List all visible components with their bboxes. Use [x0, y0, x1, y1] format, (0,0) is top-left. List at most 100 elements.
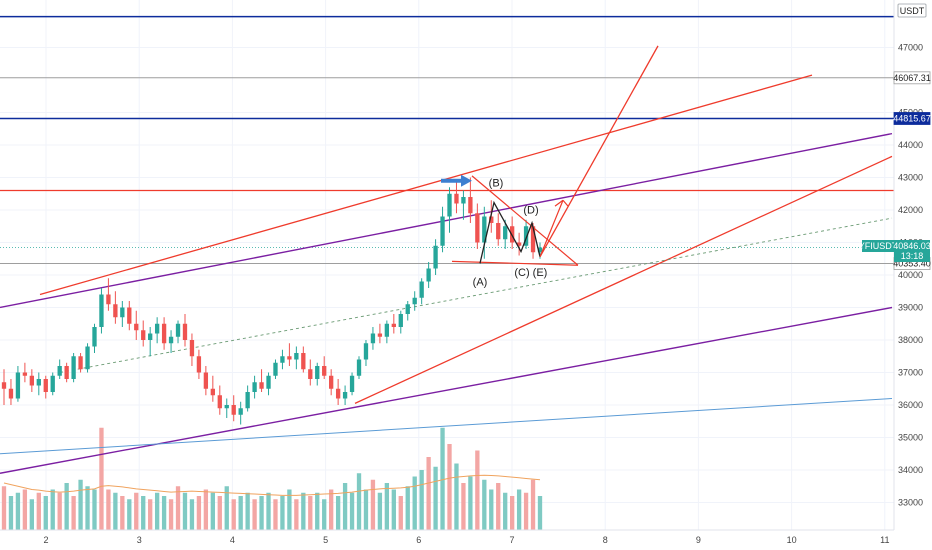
- volume-bar: [127, 499, 132, 530]
- candle-body: [329, 375, 334, 389]
- volume-bar: [461, 483, 466, 530]
- price-tag-label: 40353.40: [893, 259, 931, 269]
- candle-body: [57, 366, 62, 376]
- candle-body: [217, 395, 222, 409]
- volume-bar: [509, 496, 515, 530]
- price-axis[interactable]: 4700045000440004300042000410004000039000…: [893, 0, 932, 530]
- candle-body: [405, 304, 410, 314]
- triangle-upper-edge: [471, 175, 579, 266]
- blue-arrow-icon: [441, 174, 472, 187]
- candle-body: [503, 226, 508, 240]
- candle-body: [148, 333, 153, 340]
- volume-bar: [266, 492, 271, 530]
- time-tick-label: 6: [416, 535, 421, 545]
- elliott-wave-path: [479, 200, 541, 264]
- volume-bar: [530, 479, 536, 530]
- volume-bar: [238, 496, 243, 530]
- volume-bar: [329, 489, 334, 530]
- wave-label-3: (D): [523, 204, 538, 216]
- countdown-label: 13:18: [901, 251, 924, 261]
- volume-bar: [419, 470, 424, 530]
- candle-body: [231, 405, 236, 415]
- candle-body: [523, 226, 529, 246]
- breakout-projection-line: [539, 45, 659, 258]
- volume-bar: [134, 492, 139, 530]
- candle-body: [530, 226, 536, 253]
- volume-bar: [85, 486, 90, 530]
- candle-body: [50, 375, 55, 392]
- candle-body: [168, 336, 174, 344]
- candle-body: [287, 356, 292, 360]
- volume-bar: [182, 492, 188, 530]
- candle-body: [468, 197, 473, 214]
- wave-label-0: (A): [473, 277, 488, 289]
- price-tag-box: [893, 71, 931, 85]
- volume-bar: [468, 476, 473, 530]
- volume-bar: [384, 483, 390, 530]
- volume-bar: [175, 486, 181, 530]
- volume-ma-line: [3, 474, 541, 496]
- candle-body: [29, 375, 35, 386]
- volume-bar: [447, 444, 452, 530]
- time-axis[interactable]: 2 3 4 5 6 7 8 9 10 11: [0, 529, 932, 550]
- quote-currency-tag[interactable]: USDT: [897, 3, 927, 18]
- price-tag-box: [893, 112, 931, 125]
- candle-body: [308, 369, 313, 379]
- volume-bar: [503, 492, 508, 530]
- wave-label-2: (C): [514, 267, 529, 279]
- volume-bar: [92, 489, 97, 530]
- volume-bar: [106, 489, 111, 530]
- volume-bar: [280, 496, 285, 530]
- candle-body: [238, 408, 243, 415]
- candle-body: [154, 323, 160, 334]
- volume-bar: [217, 496, 222, 530]
- price-tick-label: 47000: [898, 43, 923, 53]
- candle-body: [182, 323, 188, 340]
- price-tick-label: 39000: [898, 303, 923, 313]
- last-price-label: 40846.03: [893, 241, 931, 251]
- volume-bar: [391, 489, 396, 530]
- volume-bar: [482, 479, 487, 530]
- volume-bar: [148, 499, 153, 530]
- candle-body: [43, 379, 48, 392]
- volume-bar: [342, 483, 348, 530]
- volume-bar: [64, 483, 69, 530]
- candle-body: [210, 388, 215, 396]
- time-tick-label: 9: [696, 535, 701, 545]
- candle-body: [64, 366, 69, 379]
- time-tick-label: 7: [509, 535, 514, 545]
- volume-bar: [161, 496, 167, 530]
- candle-body: [134, 323, 139, 331]
- price-tick-label: 37000: [898, 368, 923, 378]
- candle-body: [8, 388, 14, 399]
- breakout-arrowhead-left: [554, 199, 564, 207]
- price-tick-label: 36000: [898, 400, 923, 410]
- candle-body: [489, 216, 494, 223]
- candle-body: [245, 392, 250, 409]
- candle-body: [280, 356, 285, 363]
- volume-bar: [315, 492, 320, 530]
- channel-upper-line: [39, 74, 813, 296]
- volume-bar: [496, 483, 501, 530]
- candle-body: [391, 323, 396, 327]
- volume-bar: [29, 499, 35, 530]
- candle-body: [1, 382, 7, 389]
- candle-body: [224, 405, 229, 409]
- candle-body: [384, 323, 390, 337]
- candle-body: [342, 392, 348, 399]
- volume-bar: [252, 499, 257, 530]
- candle-body: [315, 366, 320, 379]
- volume-bar: [398, 496, 403, 530]
- candle-body: [482, 216, 487, 243]
- volume-bar: [349, 492, 355, 530]
- candle-body: [266, 375, 271, 389]
- candle-body: [189, 340, 195, 357]
- candle-body: [356, 359, 362, 376]
- candle-body: [398, 314, 403, 327]
- last-price-badge: [894, 240, 930, 262]
- price-tag-label: 46067.31: [893, 73, 931, 83]
- candle-body: [175, 323, 181, 337]
- volume-bar: [426, 457, 431, 530]
